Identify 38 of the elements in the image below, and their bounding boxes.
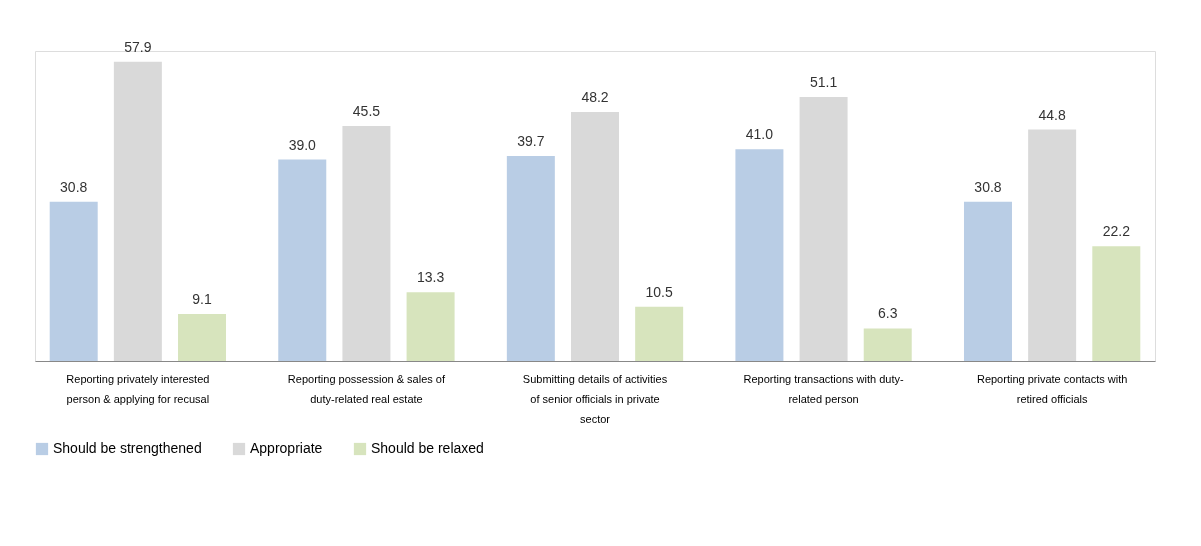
data-label: 9.1 [192, 290, 212, 307]
bar [799, 96, 848, 361]
data-label: 22.2 [1102, 223, 1131, 240]
data-label: 48.2 [581, 88, 609, 105]
bar [1028, 129, 1077, 361]
bar [571, 111, 619, 361]
data-label: 41.0 [745, 126, 774, 143]
data-label: 39.7 [517, 132, 545, 149]
bar [1092, 246, 1141, 361]
data-label: 45.5 [352, 102, 381, 119]
x-tick-label: Submitting details of activities of senior officials in private sector [522, 372, 668, 425]
bar [406, 292, 455, 361]
bar [49, 201, 98, 361]
bar [635, 306, 684, 361]
data-label: 51.1 [809, 73, 838, 90]
bar [278, 159, 327, 361]
legend-label: Should be relaxed [371, 440, 484, 456]
bar [178, 313, 227, 361]
data-label: 6.3 [878, 305, 898, 322]
data-label: 57.9 [124, 38, 152, 55]
bar [963, 201, 1012, 361]
bar [506, 155, 555, 361]
data-label: 13.3 [416, 269, 445, 286]
x-tick-label: Reporting privately interested person & applying for recusal [66, 372, 210, 405]
bar [113, 61, 162, 361]
bar [342, 125, 391, 361]
data-label: 30.8 [974, 178, 1002, 195]
legend-label: Should be strengthened [53, 440, 202, 456]
legend-label: Appropriate [250, 440, 323, 456]
bar [735, 149, 784, 361]
data-label: 39.0 [288, 136, 317, 153]
x-tick-label: Reporting possession & sales of duty-related real estate [287, 372, 446, 405]
x-tick-label: Reporting transactions with duty-related person [743, 372, 904, 405]
data-label: 30.8 [60, 178, 88, 195]
x-tick-label: Reporting private contacts with retired officials [976, 372, 1128, 405]
data-label: 10.5 [645, 283, 673, 300]
data-label: 44.8 [1038, 106, 1066, 123]
bar [863, 328, 912, 361]
